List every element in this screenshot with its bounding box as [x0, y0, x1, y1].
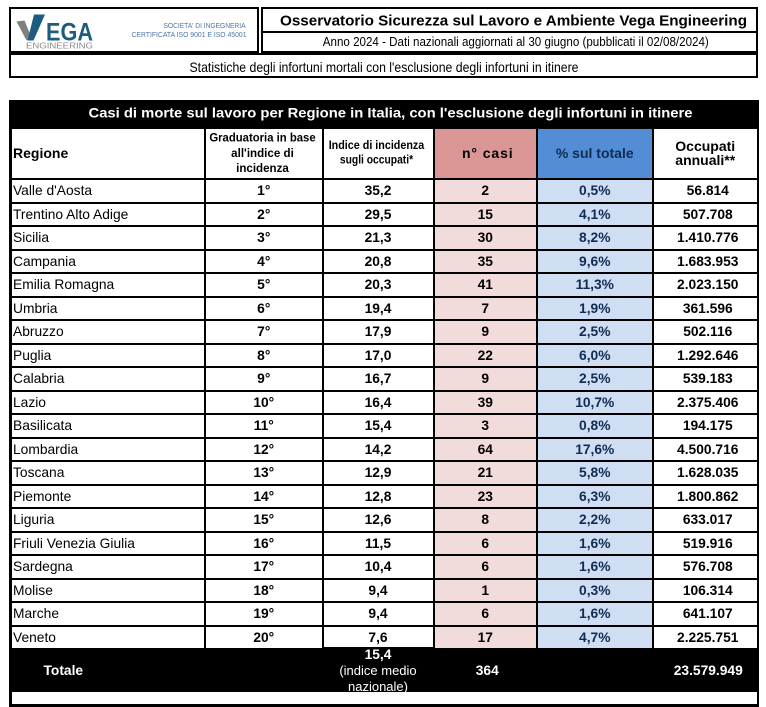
svg-text:Osservatorio Sicurezza sul Lav: Osservatorio Sicurezza sul Lavoro e Ambi… — [280, 12, 747, 29]
svg-text:all'indice di: all'indice di — [231, 147, 294, 159]
svg-text:CERTIFICATA ISO 9001 E ISO 450: CERTIFICATA ISO 9001 E ISO 45001 — [132, 32, 247, 39]
svg-text:ENGINEERING: ENGINEERING — [26, 42, 93, 51]
svg-text:Statistiche degli infortuni mo: Statistiche degli infortuni mortali con … — [190, 59, 579, 75]
svg-text:sugli occupati*: sugli occupati* — [339, 152, 412, 166]
svg-text:Casi di morte sul lavoro per R: Casi di morte sul lavoro per Regione in … — [88, 104, 692, 120]
svg-text:EGA: EGA — [46, 19, 93, 47]
svg-text:Indice di incidenza: Indice di incidenza — [328, 137, 424, 151]
svg-text:incidenza: incidenza — [236, 163, 289, 175]
svg-text:Anno 2024 - Dati nazionali agg: Anno 2024 - Dati nazionali aggiornati al… — [323, 34, 709, 49]
svg-text:SOCIETA' DI INGEGNERIA: SOCIETA' DI INGEGNERIA — [164, 23, 246, 30]
svg-text:Graduatoria in base: Graduatoria in base — [209, 132, 315, 144]
